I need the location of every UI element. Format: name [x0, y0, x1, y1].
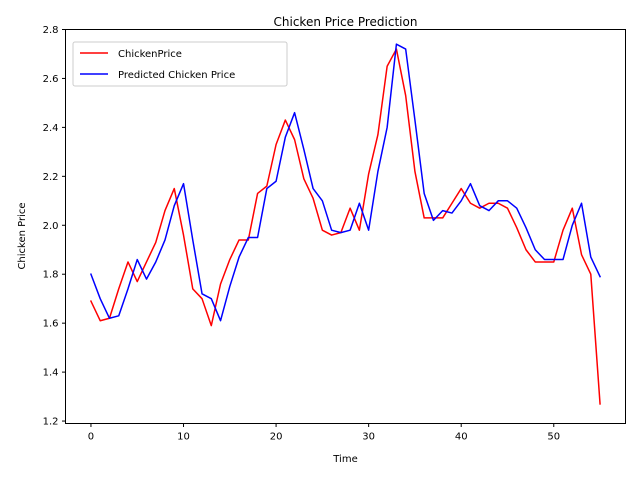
- y-tick-label: 2.4: [43, 123, 59, 134]
- legend-label-chickenprice: ChickenPrice: [118, 49, 182, 60]
- y-tick-label: 2.0: [43, 221, 59, 232]
- y-tick-label: 2.2: [43, 172, 59, 183]
- x-tick-label: 50: [547, 432, 560, 443]
- chart-title: Chicken Price Prediction: [274, 15, 418, 29]
- y-tick-label: 2.6: [43, 74, 59, 85]
- x-tick-label: 30: [362, 432, 375, 443]
- y-axis: 1.2 1.4 1.6 1.8 2.0 2.2 2.4 2.6 2.8: [43, 25, 66, 428]
- x-tick-label: 0: [88, 432, 94, 443]
- y-tick-label: 1.4: [43, 368, 59, 379]
- legend-label-predicted: Predicted Chicken Price: [118, 70, 235, 81]
- x-tick-label: 20: [270, 432, 283, 443]
- legend: ChickenPrice Predicted Chicken Price: [72, 41, 288, 87]
- x-axis-label: Time: [332, 454, 357, 465]
- y-tick-label: 2.8: [43, 25, 59, 36]
- y-axis-label: Chicken Price: [17, 202, 28, 269]
- series-line-chickenprice: [89, 48, 601, 405]
- y-tick-label: 1.8: [43, 270, 59, 281]
- series-lines: [89, 43, 602, 405]
- x-tick-label: 40: [455, 432, 468, 443]
- y-tick-label: 1.6: [43, 319, 59, 330]
- x-axis: 0 10 20 30 40 50: [88, 423, 560, 443]
- legend-box: [72, 41, 288, 87]
- x-tick-label: 10: [177, 432, 190, 443]
- series-line-predicted: [89, 43, 602, 322]
- y-tick-label: 1.2: [43, 417, 59, 428]
- plot-area: [65, 29, 626, 424]
